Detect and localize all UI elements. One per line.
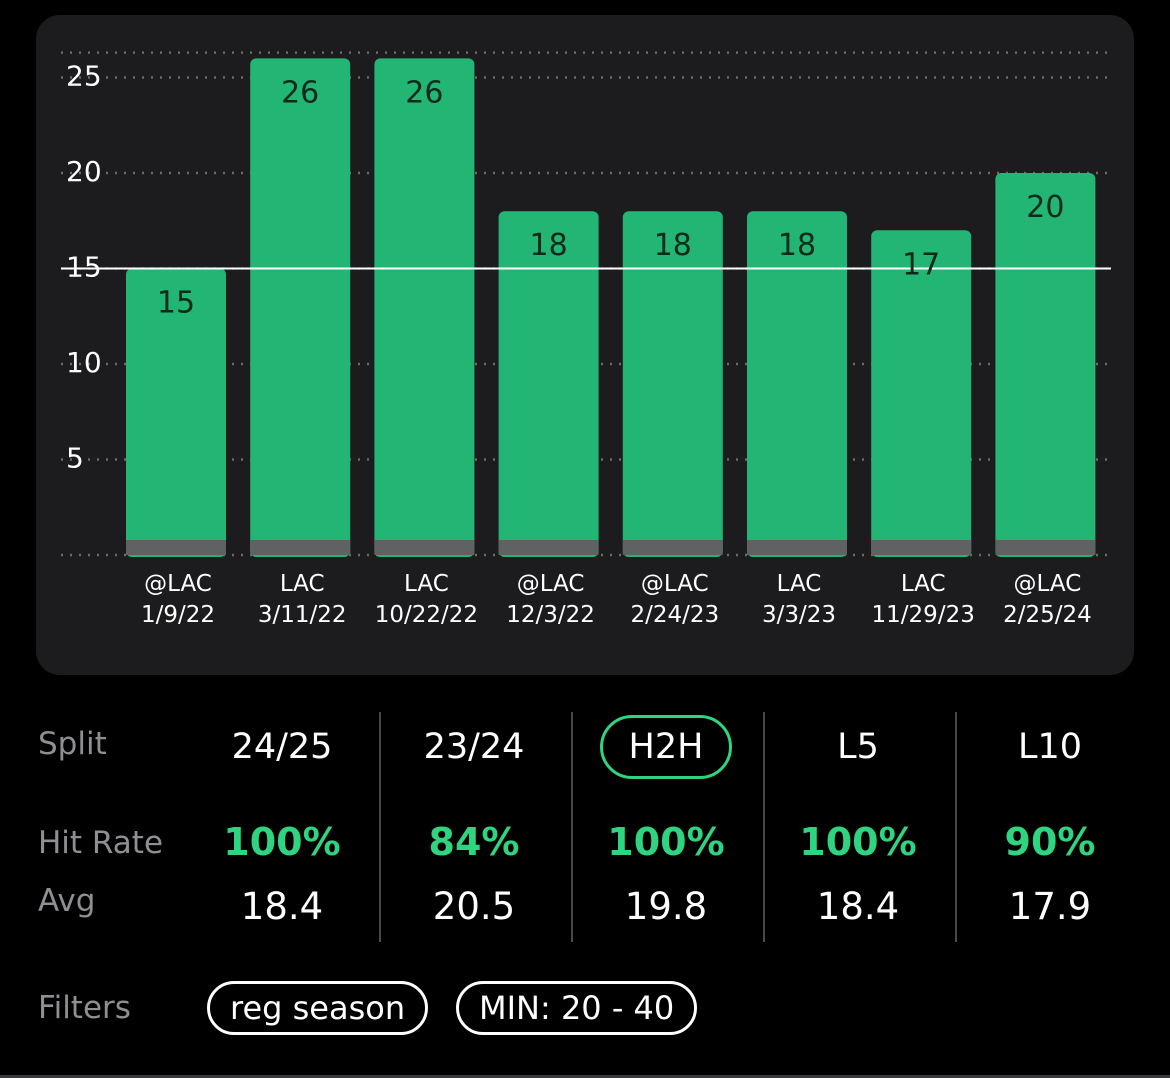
split-column-active[interactable]: H2H 100% 19.8 bbox=[570, 700, 762, 940]
x-tick-opponent: LAC bbox=[404, 571, 449, 597]
bar bbox=[374, 58, 475, 558]
hit-rate-value: 100% bbox=[223, 820, 341, 864]
split-tab-label-active[interactable]: H2H bbox=[570, 715, 762, 779]
avg-value: 17.9 bbox=[1008, 885, 1092, 928]
bar-base bbox=[498, 540, 599, 555]
hit-rate-value: 100% bbox=[799, 820, 917, 864]
split-tab-label[interactable]: 24/25 bbox=[231, 727, 333, 767]
y-tick-label: 5 bbox=[66, 442, 84, 475]
avg-value: 18.4 bbox=[240, 885, 324, 928]
x-tick-opponent: @LAC bbox=[144, 571, 212, 597]
bar-base bbox=[995, 540, 1096, 555]
bar bbox=[747, 211, 847, 557]
bar-chart: 5 10 15 20 25 15 26 26 18 18 18 17 20 @LAC 1/9/22 LAC 3/… bbox=[61, 51, 1111, 628]
filters-label: Filters bbox=[38, 990, 131, 1026]
bar-value-label: 18 bbox=[530, 228, 568, 263]
x-tick-opponent: @LAC bbox=[1014, 571, 1082, 597]
chart-card: 5 10 15 20 25 15 26 26 18 18 18 17 20 @LAC 1/9/22 LAC 3/… bbox=[36, 15, 1134, 675]
split-column[interactable]: 23/24 84% 20.5 bbox=[378, 700, 570, 940]
stats-table: Split Hit Rate Avg 24/25 100% 18.4 23/24… bbox=[0, 700, 1170, 960]
bar bbox=[995, 173, 1096, 557]
x-tick-date: 2/25/24 bbox=[1003, 602, 1092, 628]
split-column[interactable]: L10 90% 17.9 bbox=[954, 700, 1146, 940]
x-tick-date: 3/3/23 bbox=[762, 602, 836, 628]
x-tick-opponent: @LAC bbox=[641, 571, 709, 597]
bar bbox=[250, 58, 351, 558]
bar-value-label: 20 bbox=[1026, 190, 1064, 225]
split-column[interactable]: 24/25 100% 18.4 bbox=[186, 700, 378, 940]
x-tick-date: 2/24/23 bbox=[630, 602, 719, 628]
hit-rate-value: 90% bbox=[1004, 820, 1096, 864]
avg-value: 19.8 bbox=[624, 885, 708, 928]
x-tick-date: 1/9/22 bbox=[141, 602, 215, 628]
x-tick-date: 10/22/22 bbox=[375, 602, 478, 628]
bar-base bbox=[622, 540, 723, 555]
column-divider bbox=[763, 712, 765, 942]
bar-base bbox=[250, 540, 351, 555]
bar bbox=[126, 268, 226, 557]
bar-value-label: 26 bbox=[405, 75, 443, 110]
bottom-divider bbox=[0, 1075, 1170, 1078]
split-tab-label[interactable]: L10 bbox=[1017, 727, 1083, 767]
split-column[interactable]: L5 100% 18.4 bbox=[762, 700, 954, 940]
bar-value-label: 26 bbox=[281, 75, 319, 110]
bar bbox=[871, 230, 972, 558]
hit-rate-value: 100% bbox=[607, 820, 725, 864]
split-tab-label[interactable]: 23/24 bbox=[423, 727, 525, 767]
bar bbox=[622, 211, 723, 557]
x-tick-date: 3/11/22 bbox=[258, 602, 347, 628]
x-tick-opponent: LAC bbox=[280, 571, 325, 597]
filter-chip-minutes[interactable]: MIN: 20 - 40 bbox=[456, 981, 698, 1035]
bar-value-label: 17 bbox=[902, 247, 940, 282]
x-tick-opponent: LAC bbox=[777, 571, 822, 597]
x-tick-opponent: @LAC bbox=[517, 571, 585, 597]
bar-base bbox=[374, 540, 475, 555]
bar-base bbox=[747, 540, 847, 555]
column-divider bbox=[955, 712, 957, 942]
avg-row-label: Avg bbox=[38, 883, 96, 919]
bar-value-label: 18 bbox=[778, 228, 816, 263]
filter-chip-reg-season[interactable]: reg season bbox=[207, 981, 429, 1035]
hit-rate-row-label: Hit Rate bbox=[38, 825, 164, 861]
avg-value: 18.4 bbox=[816, 885, 900, 928]
x-tick-date: 11/29/23 bbox=[872, 602, 975, 628]
hit-rate-value: 84% bbox=[428, 820, 520, 864]
x-tick-date: 12/3/22 bbox=[506, 602, 595, 628]
split-row-label: Split bbox=[38, 726, 107, 762]
bar bbox=[498, 211, 599, 557]
bar-base bbox=[126, 540, 226, 555]
y-tick-label: 25 bbox=[66, 60, 102, 93]
column-divider bbox=[379, 712, 381, 942]
bar-base bbox=[871, 540, 972, 555]
y-tick-label: 15 bbox=[66, 251, 102, 284]
x-tick-opponent: LAC bbox=[901, 571, 946, 597]
bar-value-label: 18 bbox=[654, 228, 692, 263]
split-tab-label[interactable]: L5 bbox=[837, 727, 879, 767]
avg-value: 20.5 bbox=[432, 885, 516, 928]
y-tick-label: 20 bbox=[66, 155, 102, 188]
y-tick-label: 10 bbox=[66, 346, 102, 379]
column-divider bbox=[571, 712, 573, 942]
bar-value-label: 15 bbox=[157, 286, 195, 321]
